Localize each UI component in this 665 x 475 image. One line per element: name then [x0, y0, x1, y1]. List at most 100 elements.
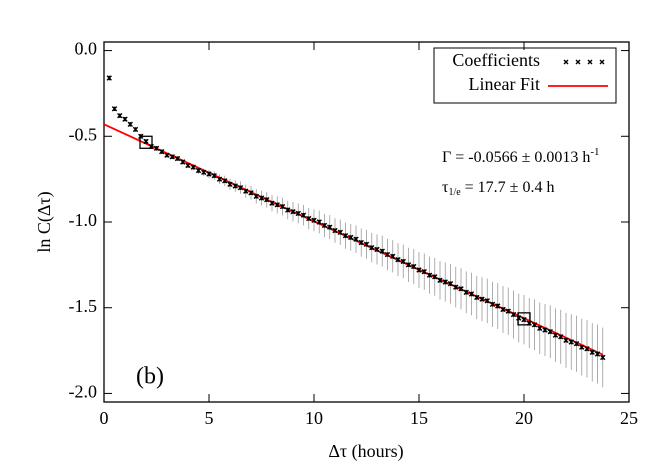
- data-point: [489, 301, 496, 307]
- legend-label: Linear Fit: [469, 74, 540, 94]
- data-point: [153, 145, 160, 151]
- data-point: [379, 248, 385, 254]
- data-point: [400, 258, 406, 265]
- data-point: [117, 113, 123, 119]
- data-point: [253, 193, 259, 199]
- data-point: [222, 178, 228, 184]
- data-point: [164, 152, 170, 158]
- fit-range-marker: [139, 135, 153, 149]
- data-point: [426, 272, 433, 278]
- data-point: [453, 284, 459, 290]
- data-point: [537, 325, 543, 331]
- x-tick-label: 10: [305, 408, 323, 428]
- data-point: [321, 222, 328, 229]
- annotation-subscript: 1/e: [448, 187, 461, 198]
- x-tick-label: 15: [410, 408, 428, 428]
- data-point: [353, 236, 359, 242]
- data-point: [573, 341, 580, 347]
- data-point: [474, 294, 480, 301]
- data-point: [237, 185, 244, 191]
- data-point: [122, 116, 128, 122]
- data-point: [463, 289, 469, 295]
- data-point: [584, 346, 590, 352]
- data-point: [111, 106, 118, 112]
- data-point: [290, 209, 296, 215]
- data-point: [568, 339, 574, 345]
- data-point: [264, 197, 270, 203]
- data-point: [316, 219, 322, 225]
- data-point: [201, 169, 207, 175]
- y-tick-label: 0.0: [75, 39, 98, 59]
- data-point: [432, 274, 438, 280]
- data-point: [363, 241, 370, 247]
- x-tick-label: 20: [515, 408, 533, 428]
- data-point: [159, 149, 165, 155]
- data-point: [458, 286, 464, 292]
- annotation-text: τ: [442, 179, 449, 196]
- data-point: [479, 296, 485, 302]
- data-point: [327, 224, 333, 230]
- data-point: [258, 195, 265, 201]
- data-point: [206, 171, 212, 177]
- data-point: [416, 267, 422, 273]
- data-point: [405, 262, 412, 268]
- data-point: [547, 329, 553, 335]
- legend-marker: [563, 59, 569, 65]
- data-point: [190, 164, 196, 170]
- data-point: [169, 154, 175, 160]
- legend-box: [433, 47, 617, 104]
- data-point: [563, 337, 569, 343]
- data-point: [411, 263, 417, 270]
- data-point: [558, 334, 564, 340]
- data-point: [589, 349, 595, 355]
- data-point: [300, 212, 307, 218]
- data-point: [384, 251, 391, 258]
- legend-marker: [587, 59, 593, 65]
- annotation: Γ = -0.0566 ± 0.0013 h-1: [442, 146, 600, 166]
- data-point: [437, 277, 443, 283]
- data-point: [421, 269, 427, 275]
- data-point: [521, 317, 527, 323]
- data-point: [348, 234, 354, 241]
- data-point: [505, 308, 511, 314]
- data-point: [390, 253, 396, 259]
- data-point: [295, 210, 301, 217]
- data-point: [531, 322, 538, 328]
- data-point: [143, 138, 149, 145]
- data-point: [274, 202, 280, 208]
- data-point: [106, 75, 112, 81]
- data-point: [500, 306, 506, 313]
- annotation-superscript: -1: [590, 146, 599, 158]
- data-point: [185, 162, 191, 169]
- x-tick-label: 0: [100, 408, 109, 428]
- data-point: [132, 126, 139, 133]
- data-point: [211, 173, 217, 179]
- legend-label: Coefficients: [452, 50, 540, 70]
- data-point: [552, 332, 559, 338]
- data-point: [395, 257, 401, 263]
- legend-marker: [599, 59, 605, 65]
- x-axis-label: Δτ (hours): [328, 441, 403, 462]
- data-point: [180, 159, 186, 165]
- x-tick-label: 25: [620, 408, 638, 428]
- data-point: [311, 217, 317, 223]
- data-point: [516, 315, 522, 321]
- data-point: [337, 229, 343, 235]
- data-point: [216, 176, 223, 182]
- data-point: [232, 183, 238, 189]
- panel-label: (b): [136, 364, 164, 390]
- y-tick-label: -1.0: [69, 210, 98, 230]
- data-point: [447, 281, 454, 287]
- data-point: [579, 344, 585, 350]
- y-tick-label: -2.0: [69, 382, 98, 402]
- x-tick-label: 5: [205, 408, 214, 428]
- data-point: [127, 121, 133, 127]
- data-point: [342, 233, 349, 239]
- data-point: [484, 298, 490, 304]
- data-point: [374, 246, 380, 253]
- data-point: [243, 188, 249, 194]
- data-point: [510, 311, 517, 318]
- fit-range-marker: [517, 312, 531, 326]
